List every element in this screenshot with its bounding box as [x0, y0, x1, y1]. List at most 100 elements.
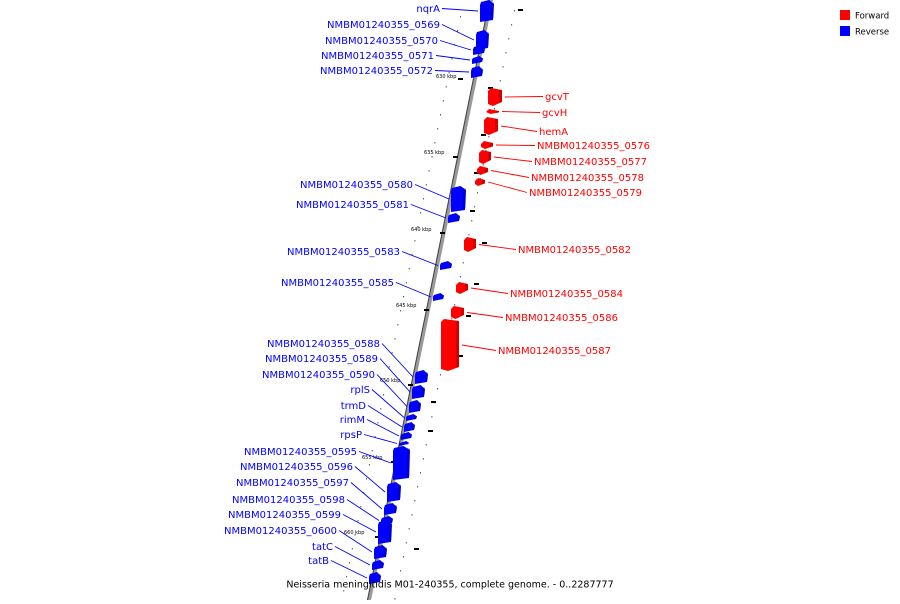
- gene-label[interactable]: NMBM01240355_0587: [498, 346, 611, 357]
- gene-glyph[interactable]: [481, 141, 493, 149]
- gene-NMBM01240355_0587[interactable]: NMBM01240355_0587: [441, 319, 611, 371]
- gene-tatC[interactable]: tatC: [312, 542, 384, 570]
- gene-glyph[interactable]: [372, 560, 384, 570]
- gene-glyph[interactable]: [472, 56, 483, 64]
- gene-label[interactable]: tatB: [308, 556, 329, 567]
- gene-NMBM01240355_0584[interactable]: NMBM01240355_0584: [456, 282, 623, 300]
- gene-glyph[interactable]: [448, 213, 460, 223]
- gene-label[interactable]: NMBM01240355_0599: [228, 510, 341, 521]
- gene-glyph[interactable]: [401, 432, 412, 440]
- gene-label[interactable]: NMBM01240355_0589: [265, 354, 378, 365]
- gene-nqrA[interactable]: nqrA: [416, 0, 494, 22]
- gene-glyph[interactable]: [475, 178, 485, 186]
- gene-label[interactable]: NMBM01240355_0581: [296, 200, 409, 211]
- gene-glyph[interactable]: [456, 282, 468, 294]
- gene-glyph[interactable]: [471, 66, 483, 78]
- gene-glyph[interactable]: [480, 0, 494, 22]
- gene-label[interactable]: NMBM01240355_0595: [244, 447, 357, 458]
- gene-glyph[interactable]: [374, 545, 387, 559]
- gene-glyph[interactable]: [464, 237, 476, 252]
- gene-glyph[interactable]: [404, 422, 415, 432]
- gene-glyph[interactable]: [451, 186, 466, 212]
- gene-label[interactable]: NMBM01240355_0586: [505, 313, 618, 324]
- gene-NMBM01240355_0580[interactable]: NMBM01240355_0580: [300, 180, 466, 212]
- gene-glyph[interactable]: [387, 482, 401, 502]
- gene-label[interactable]: NMBM01240355_0600: [224, 526, 337, 537]
- gene-NMBM01240355_0590[interactable]: NMBM01240355_0590: [262, 370, 421, 413]
- gene-label[interactable]: rplS: [350, 385, 370, 396]
- gene-label[interactable]: NMBM01240355_0596: [240, 462, 353, 473]
- gene-glyph[interactable]: [451, 306, 464, 319]
- gene-label[interactable]: nqrA: [416, 4, 440, 15]
- gene-label[interactable]: gcvT: [545, 92, 570, 103]
- gene-hemA[interactable]: hemA: [484, 117, 568, 138]
- gene-NMBM01240355_0596[interactable]: NMBM01240355_0596: [240, 462, 401, 502]
- gene-rimM[interactable]: rimM: [340, 415, 412, 440]
- gene-rplS[interactable]: rplS: [350, 385, 417, 421]
- gene-NMBM01240355_0570[interactable]: NMBM01240355_0570: [325, 36, 485, 55]
- gene-label[interactable]: NMBM01240355_0571: [321, 51, 434, 62]
- gene-label[interactable]: NMBM01240355_0576: [537, 141, 650, 152]
- gene-label[interactable]: tatC: [312, 542, 333, 553]
- gene-label[interactable]: NMBM01240355_0597: [236, 478, 349, 489]
- gene-NMBM01240355_0577[interactable]: NMBM01240355_0577: [479, 150, 647, 168]
- gene-glyph[interactable]: [484, 117, 498, 135]
- gene-NMBM01240355_0595[interactable]: NMBM01240355_0595: [244, 446, 410, 480]
- gene-glyph[interactable]: [406, 414, 417, 421]
- gene-label[interactable]: NMBM01240355_0590: [262, 370, 375, 381]
- gene-glyph[interactable]: [384, 503, 397, 515]
- gene-label[interactable]: NMBM01240355_0577: [534, 157, 647, 168]
- gene-NMBM01240355_0588[interactable]: NMBM01240355_0588: [267, 339, 428, 384]
- gene-trmD[interactable]: trmD: [341, 401, 415, 432]
- gene-NMBM01240355_0600[interactable]: NMBM01240355_0600: [224, 526, 387, 559]
- gene-glyph[interactable]: [486, 109, 499, 114]
- gene-glyph[interactable]: [473, 45, 485, 55]
- gene-glyph[interactable]: [440, 261, 452, 270]
- gene-label[interactable]: NMBM01240355_0585: [281, 278, 394, 289]
- gene-label[interactable]: NMBM01240355_0588: [267, 339, 380, 350]
- gene-rpsP[interactable]: rpsP: [340, 430, 409, 446]
- gene-glyph[interactable]: [399, 441, 409, 446]
- gene-label[interactable]: hemA: [539, 127, 568, 138]
- gene-NMBM01240355_0599[interactable]: NMBM01240355_0599: [228, 510, 392, 544]
- gene-glyph[interactable]: [369, 572, 381, 584]
- gene-glyph[interactable]: [488, 88, 502, 106]
- gene-NMBM01240355_0579[interactable]: NMBM01240355_0579: [475, 178, 642, 199]
- gene-NMBM01240355_0572[interactable]: NMBM01240355_0572: [320, 66, 483, 78]
- gene-glyph[interactable]: [433, 293, 444, 301]
- gene-NMBM01240355_0581[interactable]: NMBM01240355_0581: [296, 200, 460, 223]
- gene-label[interactable]: NMBM01240355_0598: [232, 495, 345, 506]
- gene-NMBM01240355_0586[interactable]: NMBM01240355_0586: [451, 306, 618, 324]
- gene-label[interactable]: trmD: [341, 401, 367, 412]
- gene-glyph[interactable]: [409, 400, 421, 413]
- gene-NMBM01240355_0589[interactable]: NMBM01240355_0589: [265, 354, 425, 399]
- gene-tatB[interactable]: tatB: [308, 556, 381, 584]
- gene-glyph[interactable]: [393, 446, 410, 480]
- gene-NMBM01240355_0597[interactable]: NMBM01240355_0597: [236, 478, 397, 515]
- gene-NMBM01240355_0583[interactable]: NMBM01240355_0583: [287, 247, 452, 270]
- gene-label[interactable]: NMBM01240355_0570: [325, 36, 438, 47]
- gene-label[interactable]: NMBM01240355_0580: [300, 180, 413, 191]
- gene-NMBM01240355_0569[interactable]: NMBM01240355_0569: [327, 20, 489, 50]
- gene-label[interactable]: gcvH: [542, 108, 567, 119]
- gene-label[interactable]: NMBM01240355_0583: [287, 247, 400, 258]
- gene-NMBM01240355_0582[interactable]: NMBM01240355_0582: [464, 237, 631, 256]
- gene-glyph[interactable]: [477, 166, 488, 175]
- gene-gcvH[interactable]: gcvH: [486, 108, 567, 119]
- gene-glyph[interactable]: [441, 319, 459, 371]
- gene-glyph[interactable]: [412, 385, 425, 399]
- gene-label[interactable]: NMBM01240355_0578: [531, 173, 644, 184]
- gene-label[interactable]: NMBM01240355_0584: [510, 289, 623, 300]
- gene-gcvT[interactable]: gcvT: [488, 88, 570, 106]
- gene-label[interactable]: NMBM01240355_0572: [320, 66, 433, 77]
- gene-label[interactable]: NMBM01240355_0582: [518, 245, 631, 256]
- gene-label[interactable]: rimM: [340, 415, 365, 426]
- gene-label[interactable]: NMBM01240355_0569: [327, 20, 440, 31]
- gene-NMBM01240355_0571[interactable]: NMBM01240355_0571: [321, 51, 483, 64]
- gene-glyph[interactable]: [415, 370, 428, 384]
- gene-label[interactable]: rpsP: [340, 430, 362, 441]
- gene-NMBM01240355_0585[interactable]: NMBM01240355_0585: [281, 278, 444, 301]
- gene-NMBM01240355_0578[interactable]: NMBM01240355_0578: [477, 166, 644, 184]
- gene-label[interactable]: NMBM01240355_0579: [529, 188, 642, 199]
